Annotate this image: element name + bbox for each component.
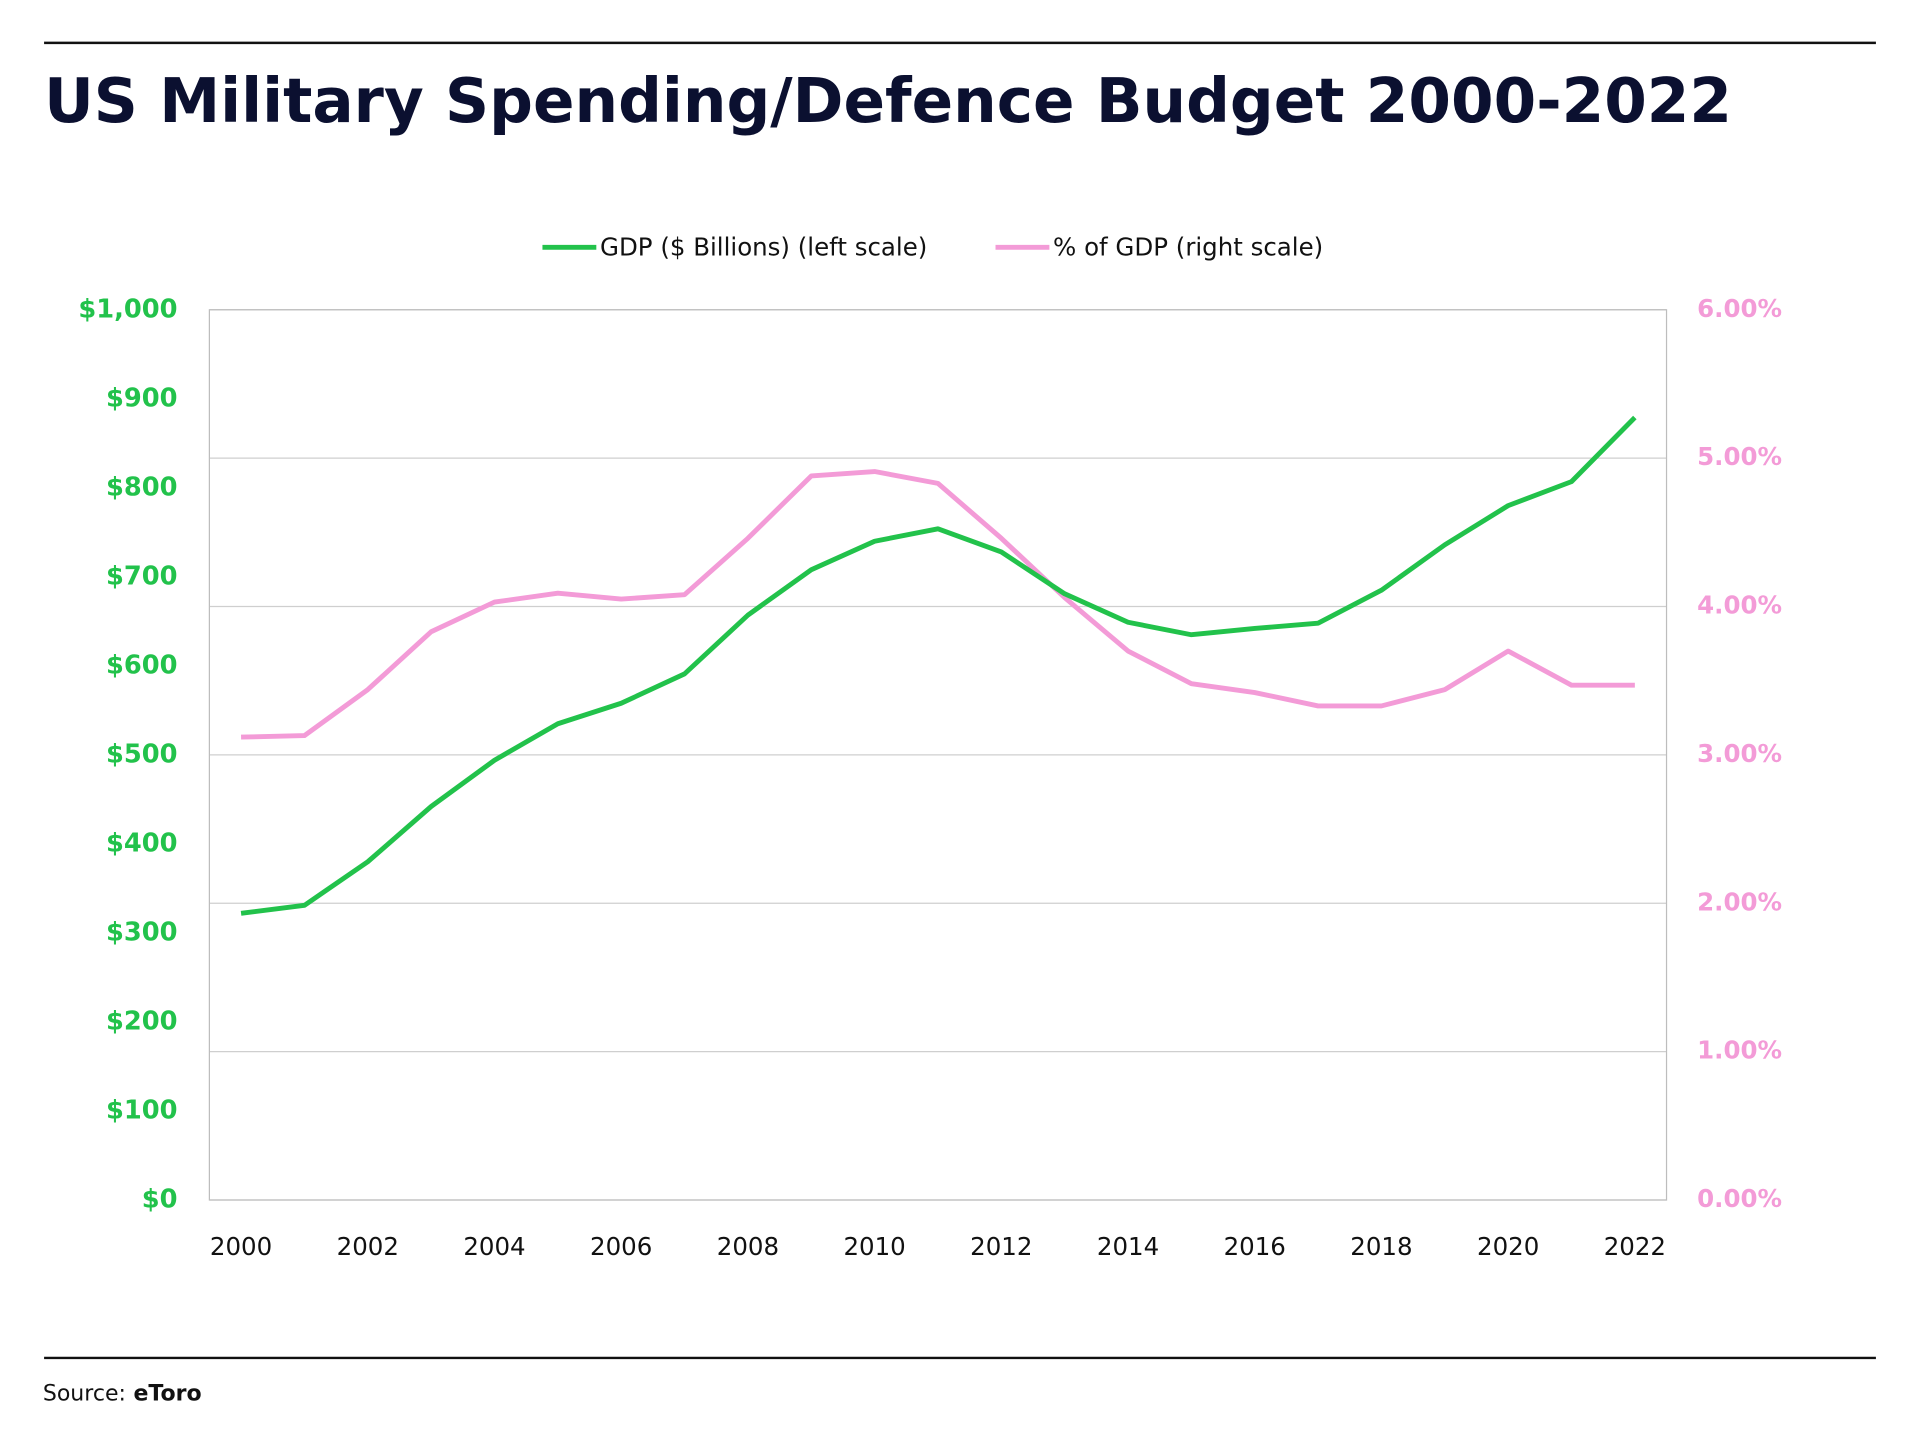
source: eToro <box>133 1382 201 1407</box>
y-tick-label: $100 <box>106 1095 178 1125</box>
y2-tick-label: 1.00% <box>1697 1036 1782 1065</box>
series-line <box>240 415 1637 916</box>
x-tick-label: 2002 <box>337 1232 399 1261</box>
y2-tick-label: 4.00% <box>1697 591 1782 620</box>
x-tick-label: 2018 <box>1350 1232 1412 1261</box>
series-line <box>241 469 1635 740</box>
x-tick-label: 2012 <box>970 1232 1032 1261</box>
x-tick-label: 2008 <box>717 1232 779 1261</box>
source-label: Source: <box>43 1382 126 1407</box>
y2-tick-label: 2.00% <box>1697 887 1782 916</box>
y-tick-label: $400 <box>106 828 178 858</box>
x-tick-label: 2022 <box>1604 1232 1666 1261</box>
x-tick-label: 2004 <box>463 1232 525 1261</box>
x-tick-label: 2016 <box>1224 1232 1286 1261</box>
x-tick-label: 2020 <box>1477 1232 1539 1261</box>
y2-tick-label: 6.00% <box>1697 294 1782 323</box>
y-tick-label: $200 <box>106 1006 178 1036</box>
x-tick-label: 2006 <box>590 1232 652 1261</box>
y-tick-label: $800 <box>106 472 178 502</box>
y-tick-label: $700 <box>106 561 178 591</box>
x-tick-label: 2010 <box>843 1232 905 1261</box>
x-tick-label: 2014 <box>1097 1232 1159 1261</box>
y2-tick-label: 0.00% <box>1697 1184 1782 1213</box>
chart-title: US Military Spending/Defence Budget 2000… <box>44 66 1732 137</box>
y2-tick-label: 3.00% <box>1697 739 1782 768</box>
y-tick-label: $600 <box>106 650 178 680</box>
y2-tick-label: 5.00% <box>1697 442 1782 471</box>
y-tick-label: $0 <box>142 1185 178 1215</box>
y-tick-label: $500 <box>106 739 178 769</box>
legend-label: GDP ($ Billions) (left scale) <box>600 233 927 262</box>
y-tick-label: $900 <box>106 383 178 413</box>
plot-frame <box>208 309 1668 1201</box>
x-tick-label: 2000 <box>210 1232 272 1261</box>
y-tick-label: $1,000 <box>78 294 177 324</box>
y-tick-label: $300 <box>106 917 178 947</box>
legend-label: % of GDP (right scale) <box>1053 233 1323 262</box>
